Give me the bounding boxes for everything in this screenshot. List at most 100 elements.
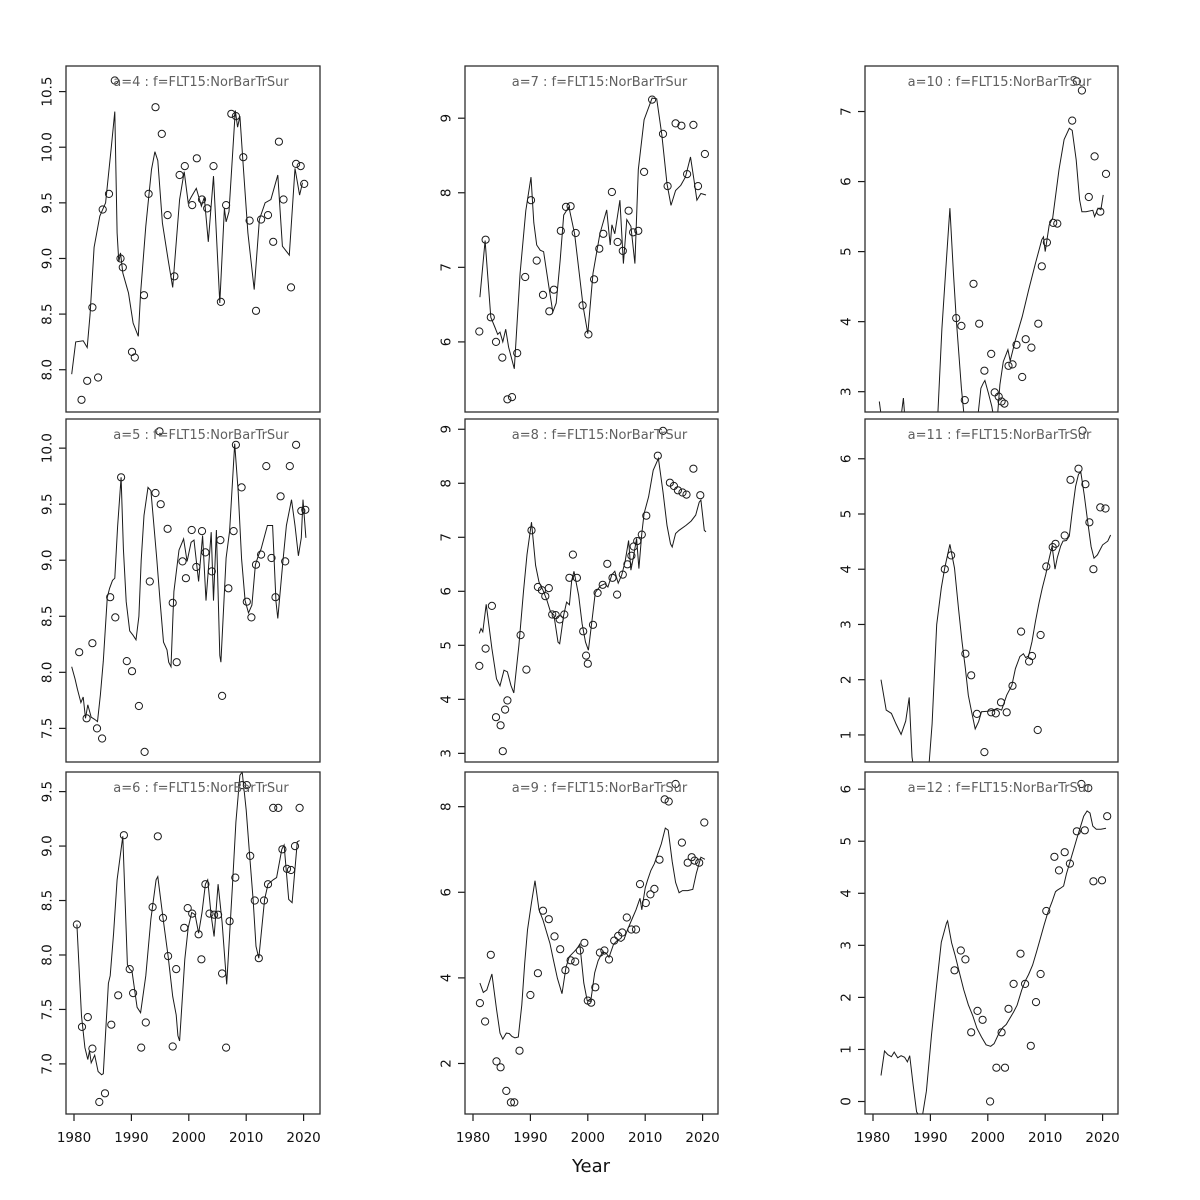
data-point (222, 201, 231, 210)
y-axis-tick-label: 6 (839, 177, 855, 186)
y-axis-tick-label: 5 (839, 510, 855, 519)
data-point (548, 610, 557, 619)
y-axis-tick-label: 9.5 (40, 192, 56, 213)
data-point (1012, 340, 1021, 349)
data-point (700, 149, 710, 159)
panel-box (864, 65, 1119, 413)
data-point (618, 570, 627, 579)
data-point (560, 610, 569, 619)
data-point (188, 201, 197, 210)
data-point (1042, 238, 1052, 247)
x-axis-tick-label: 2000 (971, 1130, 1005, 1146)
data-point (257, 215, 266, 224)
data-point (1066, 475, 1075, 484)
y-axis-tick-label: 0 (839, 1097, 855, 1106)
data-point (172, 658, 181, 667)
panel-box (65, 771, 321, 1115)
data-point (247, 613, 256, 622)
y-axis-tick-label: 6 (439, 888, 455, 897)
y-axis-tick-label: 6 (439, 338, 455, 347)
data-point (978, 1015, 987, 1024)
data-point (205, 909, 214, 918)
data-point (292, 440, 301, 449)
data-point (1065, 859, 1075, 868)
data-point (622, 913, 631, 922)
x-axis-tick-label: 2010 (1028, 1130, 1062, 1146)
data-point (292, 159, 301, 168)
data-point (997, 397, 1006, 406)
data-point (1037, 262, 1046, 271)
data-point (986, 1097, 995, 1106)
data-point (1072, 827, 1081, 836)
data-point (633, 537, 642, 546)
data-point (210, 910, 219, 919)
panel-title: a=7 : f=FLT15:NorBarTrSur (512, 75, 688, 90)
y-axis-tick-label: 6 (839, 785, 855, 794)
data-point (521, 272, 530, 282)
data-point (584, 330, 593, 339)
data-point (481, 235, 490, 244)
data-point (296, 162, 305, 171)
panel-a4: 8.0 8.5 9.0 9.5 10.0 10.5 a=4 : f=FLT15:NorBar… (40, 65, 321, 413)
data-point (151, 488, 160, 498)
data-point (475, 661, 484, 671)
data-point (231, 112, 240, 121)
fit-line (880, 810, 1107, 1114)
data-point (1008, 360, 1017, 369)
panel-title: a=6 : f=FLT15:NorBarTrSur (113, 781, 289, 796)
data-point (1036, 969, 1045, 979)
data-point (1084, 784, 1093, 793)
y-axis-tick-label: 3 (839, 387, 855, 396)
data-point (950, 966, 959, 975)
data-point (655, 855, 664, 864)
x-axis-tick-label: 2020 (286, 1130, 320, 1146)
data-point (1034, 319, 1043, 328)
data-point (250, 896, 259, 905)
y-axis-tick-label: 4 (839, 317, 855, 326)
data-point (187, 525, 196, 535)
data-point (271, 593, 280, 602)
data-point (274, 137, 283, 146)
data-point (1002, 708, 1011, 717)
data-point (683, 170, 692, 179)
y-axis-tick-label: 4 (439, 695, 455, 704)
data-point (157, 129, 166, 138)
data-point (990, 388, 999, 397)
y-axis-tick-label: 9.0 (40, 549, 56, 570)
data-point (1089, 565, 1098, 574)
fit-line (880, 470, 1112, 762)
data-point (153, 832, 162, 841)
y-axis-tick-label: 9.5 (40, 781, 56, 802)
data-point (987, 708, 996, 717)
data-point (1101, 504, 1110, 513)
data-point (1042, 906, 1051, 916)
data-point (239, 153, 248, 162)
fit-line (478, 456, 707, 694)
data-point (197, 527, 207, 536)
data-point (218, 691, 227, 701)
data-point (222, 1043, 231, 1052)
data-point (580, 938, 589, 947)
data-point (677, 838, 687, 847)
data-point (957, 321, 966, 330)
data-point (77, 1022, 87, 1032)
data-point (486, 313, 495, 322)
data-point (214, 910, 223, 919)
panel-box (464, 65, 719, 413)
data-point (83, 376, 92, 385)
data-point (1080, 826, 1089, 835)
data-point (629, 228, 638, 237)
x-axis-tick-label: 1980 (456, 1130, 490, 1146)
panel-title: a=10 : f=FLT15:NorBarTrSur (908, 75, 1092, 90)
data-point (144, 189, 153, 198)
x-axis-tick-label: 1980 (856, 1130, 890, 1146)
data-point (1051, 539, 1060, 548)
data-point (1004, 1004, 1013, 1013)
data-point (1060, 848, 1069, 857)
data-point (538, 906, 548, 915)
data-point (693, 182, 703, 191)
data-point (122, 657, 131, 666)
data-point (575, 946, 584, 955)
data-point (286, 865, 296, 875)
data-point (582, 651, 591, 660)
